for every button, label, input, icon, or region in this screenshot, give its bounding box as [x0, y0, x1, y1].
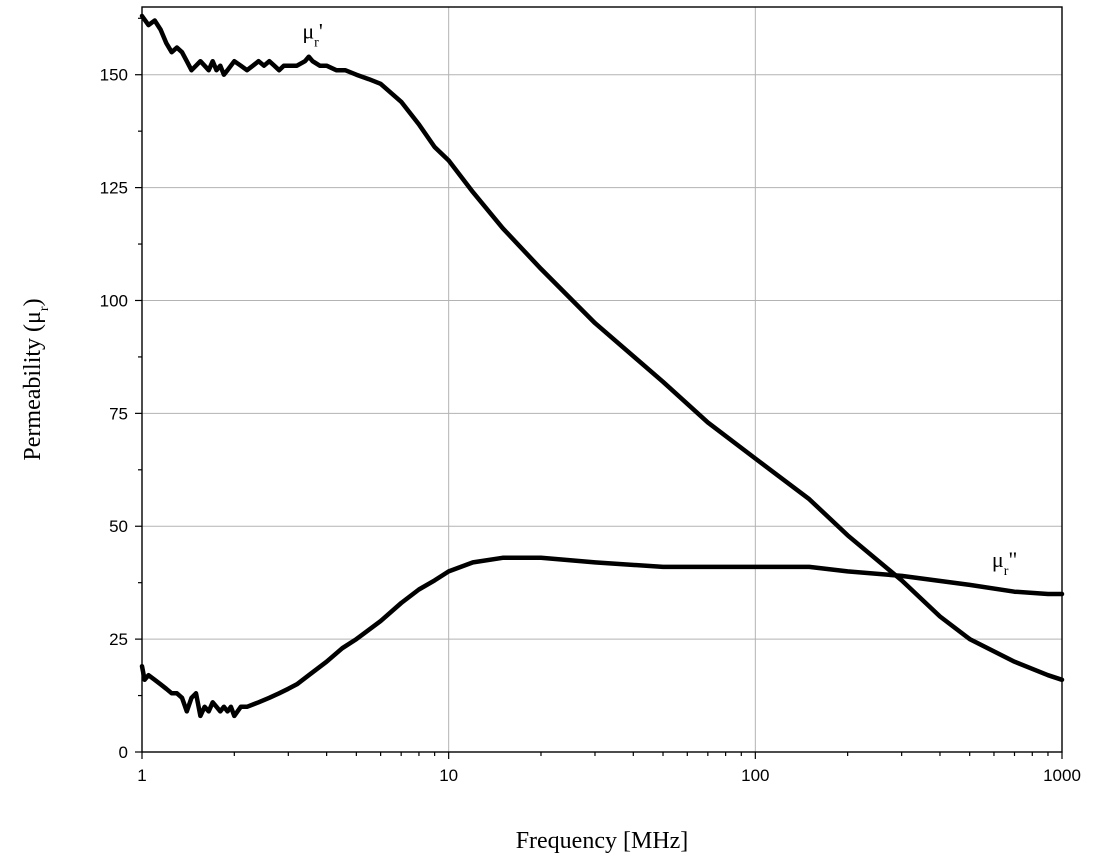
y-axis-title-main: Permeability (μ: [20, 311, 46, 461]
y-axis-title-sub: r: [37, 306, 52, 311]
x-tick-label: 1000: [1043, 766, 1081, 785]
series-layer: [139, 13, 1065, 719]
series-label-2: μr": [992, 547, 1017, 579]
y-axis-title-close: ): [20, 298, 46, 306]
y-tick-label: 0: [119, 743, 128, 762]
series-labels: μr'μr": [302, 19, 1017, 579]
y-tick-label: 50: [109, 517, 128, 536]
series-label-mark: ': [319, 19, 323, 44]
series-label-main: μ: [992, 547, 1004, 572]
y-tick-label: 25: [109, 630, 128, 649]
x-tick-label: 100: [741, 766, 769, 785]
series-label-sub: r: [1004, 563, 1009, 578]
plot-frame: [141, 6, 1063, 753]
y-tick-label: 125: [100, 179, 128, 198]
series-label-mark: ": [1008, 547, 1017, 572]
y-tick-label: 150: [100, 66, 128, 85]
series-line-2: [139, 555, 1065, 719]
tick-labels: 0 25 50 75 100 125 150 1 10 100 1000: [100, 66, 1081, 785]
x-axis-title: Frequency [MHz]: [516, 828, 689, 854]
series-line-1: [139, 13, 1065, 683]
grid-lines: [142, 7, 1062, 752]
y-tick-label: 75: [109, 404, 128, 423]
x-tick-label: 10: [439, 766, 458, 785]
series-label-main: μ: [302, 19, 314, 44]
x-tick-label: 1: [137, 766, 146, 785]
series-label-1: μr': [302, 19, 322, 51]
y-axis-title: Permeability (μr): [20, 298, 52, 460]
axis-ticks: [135, 17, 1063, 759]
series-label-sub: r: [314, 35, 319, 50]
y-tick-label: 100: [100, 291, 128, 310]
